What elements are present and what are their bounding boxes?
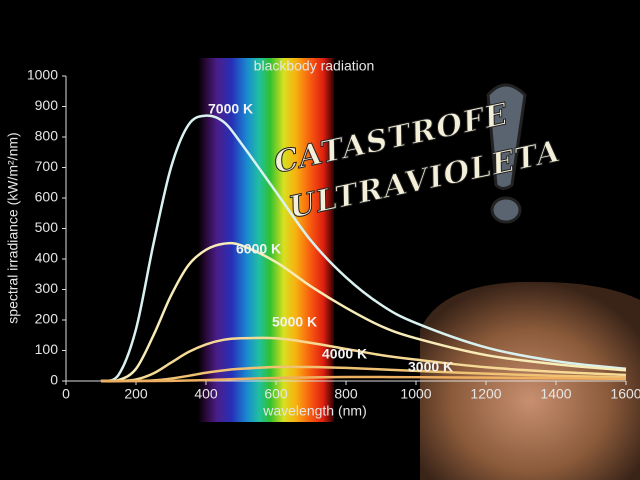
- series-label: 3000 K: [408, 359, 453, 375]
- x-tick-label: 200: [124, 386, 148, 402]
- x-tick-label: 800: [334, 386, 358, 402]
- y-tick-label: 200: [35, 311, 59, 327]
- series-label: 7000 K: [208, 101, 253, 117]
- y-tick-label: 0: [50, 372, 58, 388]
- y-axis-label: spectral irradiance (kW/m²/nm): [5, 132, 21, 323]
- series-label: 6000 K: [236, 241, 281, 257]
- x-tick-label: 1400: [540, 386, 571, 402]
- series-label: 5000 K: [272, 314, 317, 330]
- series-label: 4000 K: [322, 346, 367, 362]
- y-tick-label: 100: [35, 341, 59, 357]
- y-tick-label: 1000: [27, 67, 58, 83]
- x-tick-label: 600: [264, 386, 288, 402]
- y-tick-label: 800: [35, 128, 59, 144]
- chart-title: blackbody radiation: [254, 58, 375, 74]
- y-tick-label: 900: [35, 97, 59, 113]
- series-line: [101, 375, 627, 383]
- exclamation-icon: [486, 83, 527, 224]
- y-tick-label: 400: [35, 250, 59, 266]
- y-tick-label: 300: [35, 280, 59, 296]
- series-line: [100, 336, 627, 383]
- x-tick-label: 0: [62, 386, 70, 402]
- x-axis-label: wavelength (nm): [262, 403, 367, 419]
- x-tick-label: 1000: [400, 386, 431, 402]
- y-tick-label: 500: [35, 219, 59, 235]
- series-line: [100, 114, 627, 383]
- x-tick-label: 400: [194, 386, 218, 402]
- y-tick-label: 600: [35, 189, 59, 205]
- x-tick-label: 1200: [470, 386, 501, 402]
- x-tick-label: 1600: [610, 386, 640, 402]
- series-line: [100, 241, 627, 383]
- y-tick-label: 700: [35, 158, 59, 174]
